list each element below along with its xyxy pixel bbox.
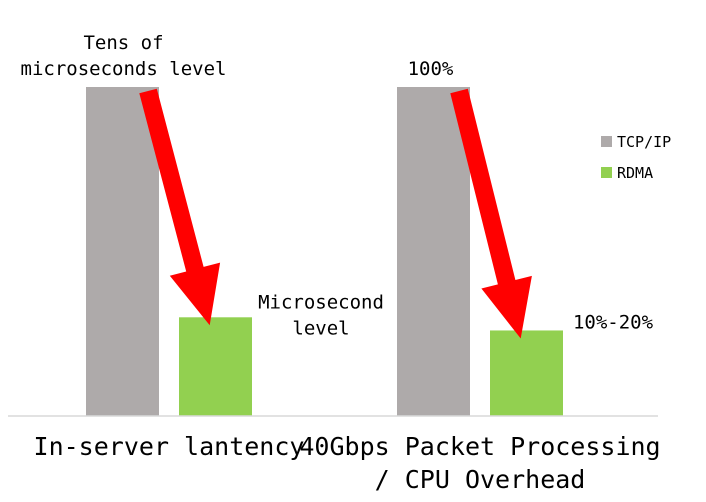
bar-tcp-ip-0 <box>86 87 159 416</box>
decrease-arrow-1 <box>450 88 532 339</box>
annotation-3-line-0: 10%-20% <box>573 311 654 333</box>
annotation-2-line-0: 100% <box>408 58 454 80</box>
bar-tcp-ip-1 <box>397 87 470 416</box>
annotation-0-line-0: Tens of <box>83 32 163 54</box>
annotations: Tens of microseconds level Microsecond leve… <box>21 32 654 339</box>
legend-swatch-0 <box>601 136 612 147</box>
decrease-arrow-0 <box>139 88 221 326</box>
annotation-1-line-1: level <box>292 317 349 339</box>
bars-group <box>86 87 563 416</box>
category-label-1-line-1: / CPU Overhead <box>375 465 586 494</box>
category-label-0-line-0: In-server lantency <box>34 432 305 461</box>
bar-rdma-0 <box>179 317 252 416</box>
legend: TCP/IP RDMA <box>601 133 671 182</box>
legend-swatch-1 <box>601 167 612 178</box>
legend-label-1: RDMA <box>617 164 653 182</box>
annotation-0-line-1: microseconds level <box>21 58 227 80</box>
annotation-1-line-0: Microsecond <box>258 291 384 313</box>
category-label-1-line-0: 40Gbps Packet Processing <box>299 432 660 461</box>
arrows-group <box>139 88 532 339</box>
bar-rdma-1 <box>490 330 563 416</box>
legend-label-0: TCP/IP <box>617 133 671 151</box>
